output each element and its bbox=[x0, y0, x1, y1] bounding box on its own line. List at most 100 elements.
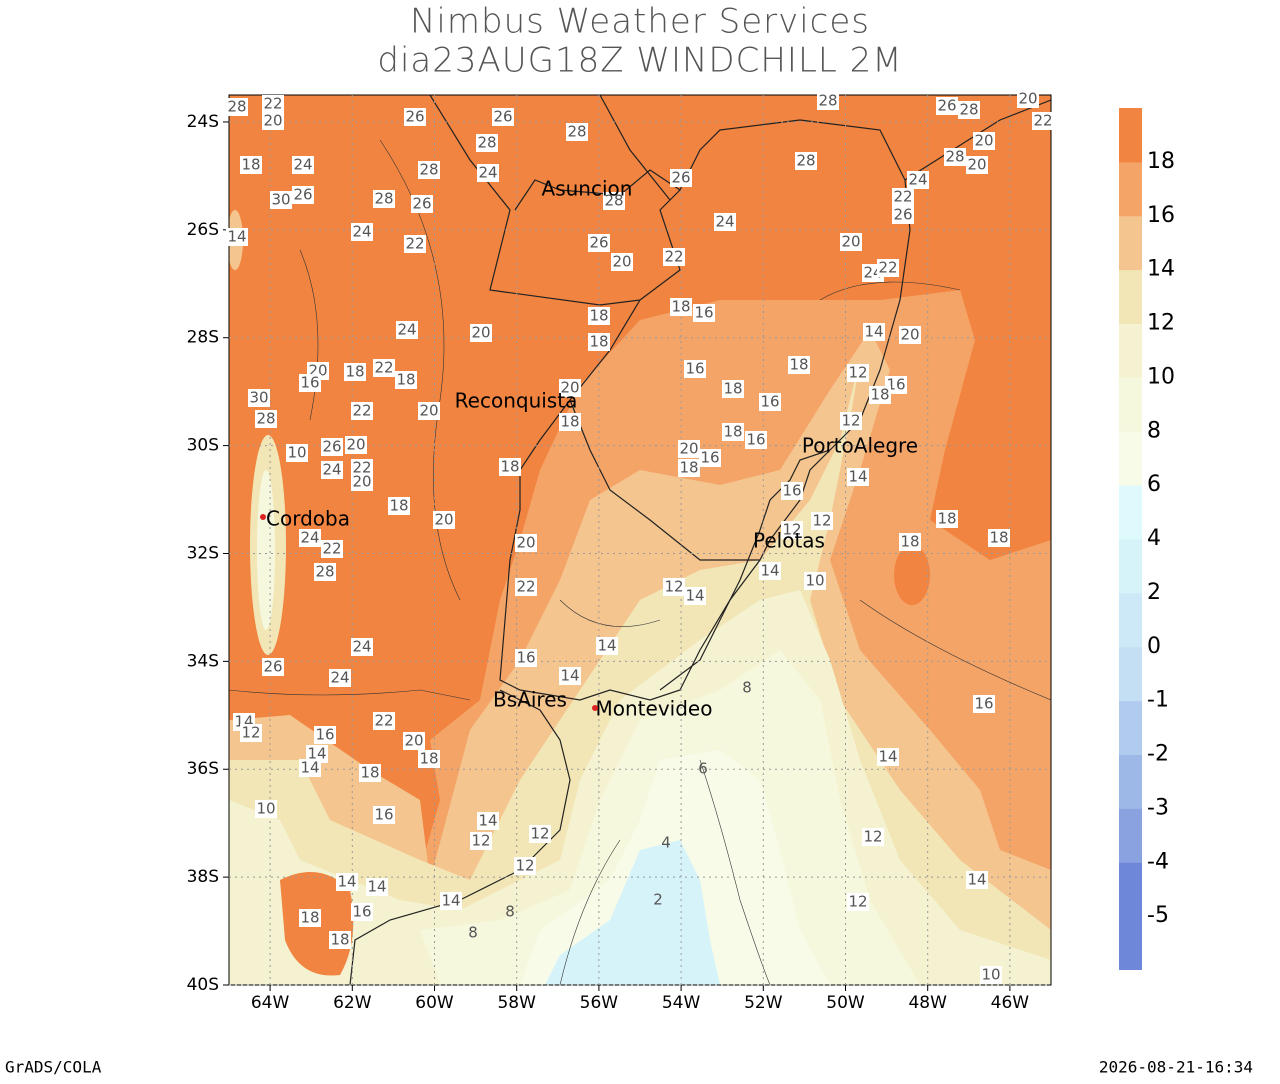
contour-label-box bbox=[899, 326, 921, 344]
contour-label-box bbox=[966, 156, 988, 174]
contour-label: 10 bbox=[981, 966, 1000, 984]
contour-label-box bbox=[329, 931, 351, 949]
contour-label-box bbox=[678, 440, 700, 458]
contour-label: 20 bbox=[1018, 90, 1037, 108]
contour-label-box bbox=[292, 156, 314, 174]
contour-label-box bbox=[588, 333, 610, 351]
contour-label-box bbox=[892, 188, 914, 206]
y-tick-label: 40S bbox=[187, 975, 219, 995]
contour-label: 22 bbox=[893, 188, 912, 206]
contour-label-box bbox=[869, 386, 891, 404]
contour-label-box bbox=[759, 393, 781, 411]
contour-label-box bbox=[566, 123, 588, 141]
contour-label: 20 bbox=[404, 732, 423, 750]
contour-label-box bbox=[847, 468, 869, 486]
contour-label-box bbox=[470, 832, 492, 850]
contour-label-box bbox=[515, 578, 537, 596]
contour-label-box bbox=[299, 909, 321, 927]
contour-label: 28 bbox=[477, 134, 496, 152]
contour-label: 14 bbox=[441, 892, 460, 910]
contour-label-box bbox=[262, 658, 284, 676]
contour-label-box bbox=[226, 98, 248, 116]
contour-label-box bbox=[329, 669, 351, 687]
contour-label-box bbox=[351, 638, 373, 656]
contour-label-box bbox=[670, 298, 692, 316]
contour-label-box bbox=[321, 438, 343, 456]
colorbar-label: 8 bbox=[1147, 418, 1161, 443]
contour-label-box bbox=[603, 192, 625, 210]
contour-label: 12 bbox=[530, 825, 549, 843]
contour-label-box bbox=[899, 533, 921, 551]
contour-label-box bbox=[699, 449, 721, 467]
contour-label-box bbox=[559, 379, 581, 397]
contour-label: 24 bbox=[715, 213, 734, 231]
contour-label-box bbox=[351, 402, 373, 420]
x-tick-label: 62W bbox=[333, 993, 372, 1013]
colorbar-swatch bbox=[1119, 700, 1142, 755]
x-tick-label: 46W bbox=[991, 993, 1030, 1013]
contour-label-box bbox=[351, 903, 373, 921]
contour-label-box bbox=[403, 732, 425, 750]
city-label: Asuncion bbox=[542, 177, 633, 201]
contour-label: 24 bbox=[908, 171, 927, 189]
contour-label-box bbox=[314, 563, 336, 581]
contour-label-box bbox=[351, 223, 373, 241]
contour-label: 12 bbox=[812, 512, 831, 530]
colorbar-swatch bbox=[1119, 754, 1142, 809]
contour-label: 26 bbox=[405, 108, 424, 126]
contour-label-box bbox=[936, 510, 958, 528]
y-tick-label: 28S bbox=[187, 328, 219, 348]
contour-label: 14 bbox=[478, 812, 497, 830]
contour-label: 28 bbox=[227, 98, 246, 116]
contour-label-box bbox=[226, 228, 248, 246]
contour-label-box bbox=[396, 321, 418, 339]
colorbar-swatch bbox=[1119, 646, 1142, 702]
contour-label: 28 bbox=[256, 410, 275, 428]
contour-label: 30 bbox=[249, 389, 268, 407]
contour-label: 20 bbox=[263, 112, 282, 130]
x-tick-label: 60W bbox=[415, 993, 454, 1013]
contour-label-box bbox=[321, 540, 343, 558]
colorbar-label: 0 bbox=[1147, 634, 1161, 659]
contour-label-box bbox=[811, 512, 833, 530]
contour-label: 22 bbox=[516, 578, 535, 596]
city-label: Montevideo bbox=[596, 697, 713, 721]
contour-label: 20 bbox=[352, 473, 371, 491]
contour-label-box bbox=[745, 431, 767, 449]
contour-label: 28 bbox=[959, 101, 978, 119]
contour-label-box bbox=[286, 444, 308, 462]
contour-label: 14 bbox=[878, 748, 897, 766]
contour-label-box bbox=[684, 587, 706, 605]
contour-label-box bbox=[988, 529, 1010, 547]
contour-label-box bbox=[847, 893, 869, 911]
colorbar-swatch bbox=[1119, 323, 1142, 378]
contour-label: 18 bbox=[560, 413, 579, 431]
contour-label: 20 bbox=[612, 253, 631, 271]
contour-label-box bbox=[966, 871, 988, 889]
contour-label-box bbox=[714, 213, 736, 231]
colorbar-label: 18 bbox=[1147, 149, 1175, 174]
contour-label: 14 bbox=[300, 759, 319, 777]
contour-label-box bbox=[321, 461, 343, 479]
contour-label: 16 bbox=[694, 304, 713, 322]
x-tick-label: 64W bbox=[251, 993, 290, 1013]
contour-label-box bbox=[973, 695, 995, 713]
contour-label: 26 bbox=[937, 97, 956, 115]
contour-label: 22 bbox=[374, 712, 393, 730]
x-tick-label: 52W bbox=[744, 993, 783, 1013]
colorbar-swatch bbox=[1119, 592, 1142, 648]
contour-label: 22 bbox=[878, 259, 897, 277]
contour-label-box bbox=[958, 101, 980, 119]
contour-label-box bbox=[240, 156, 262, 174]
contour-label-box bbox=[404, 235, 426, 253]
contour-label: 18 bbox=[360, 764, 379, 782]
contour-label: 28 bbox=[818, 92, 837, 110]
city-label: PortoAlegre bbox=[802, 434, 918, 458]
contour-label: 18 bbox=[989, 529, 1008, 547]
contour-label: 24 bbox=[352, 638, 371, 656]
contour-label-box bbox=[892, 206, 914, 224]
contour-label: 8 bbox=[505, 903, 515, 921]
colorbar-label: 6 bbox=[1147, 472, 1161, 497]
city-label: BsAires bbox=[493, 688, 567, 712]
